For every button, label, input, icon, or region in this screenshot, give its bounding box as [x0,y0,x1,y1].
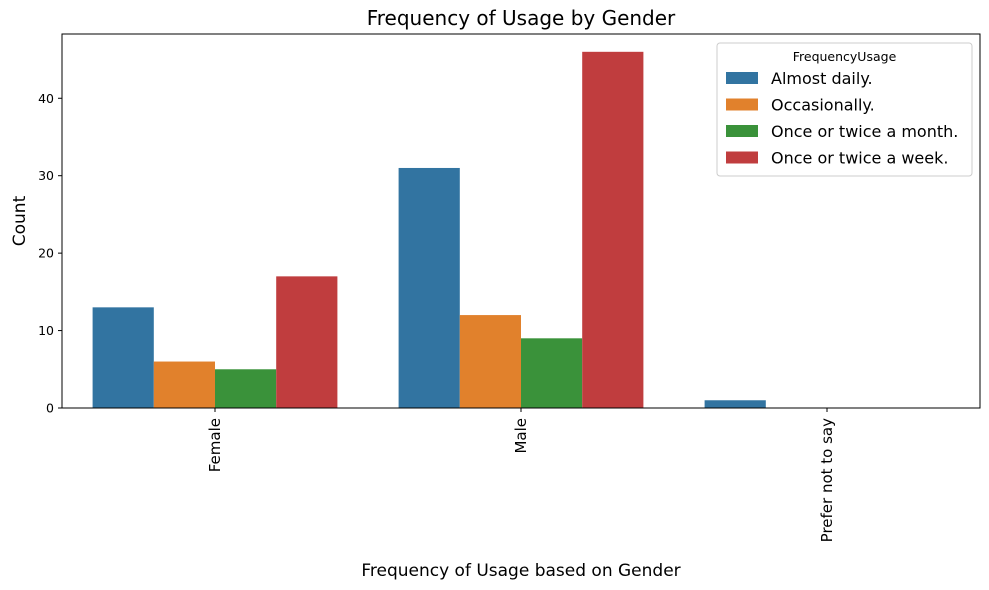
bars-layer [92,51,766,409]
legend-label-1: Occasionally. [771,96,875,115]
bar-0-3 [276,276,338,408]
legend-swatch-0 [726,72,758,84]
legend-swatch-1 [726,98,758,111]
legend-swatch-3 [726,151,758,164]
y-axis-label: Count [10,195,30,246]
bar-0-2 [215,369,277,408]
legend-box [716,42,973,177]
bar-0-0 [92,307,154,408]
y-tick-label-1: 10 [38,323,54,338]
bar-2-0 [704,400,766,408]
bar-1-2 [521,338,583,408]
axes-layer: 0 10 20 30 40 Female Male Prefer not to say [38,33,981,542]
y-tick-label-4: 40 [38,91,54,106]
legend-swatch-2 [726,125,758,137]
chart-title: Frequency of Usage by Gender [367,6,676,30]
bar-1-3 [582,51,644,409]
x-axis-label: Frequency of Usage based on Gender [361,561,680,581]
x-tick-label-2: Prefer not to say [818,418,836,542]
bar-0-1 [153,361,215,408]
legend-title: FrequencyUsage [793,49,897,64]
x-tick-label-0: Female [206,418,224,472]
legend: FrequencyUsage Almost daily. Occasionally.… [716,42,973,177]
legend-label-0: Almost daily. [771,69,873,88]
y-tick-label-2: 20 [38,246,54,261]
x-tick-label-1: Male [512,418,530,454]
y-tick-label-0: 0 [46,401,54,416]
bar-1-0 [398,167,460,408]
bar-1-1 [459,315,521,408]
legend-label-3: Once or twice a week. [771,149,948,168]
legend-label-2: Once or twice a month. [771,122,958,141]
y-tick-label-3: 30 [38,168,54,183]
